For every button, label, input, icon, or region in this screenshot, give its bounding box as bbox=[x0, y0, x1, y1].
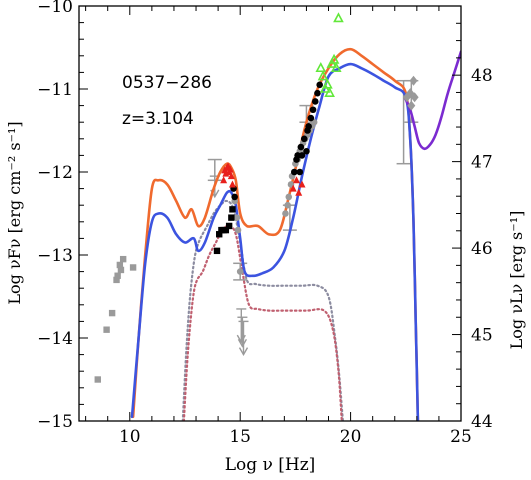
y-tick-label: −15 bbox=[37, 412, 73, 432]
data-point bbox=[227, 172, 235, 180]
data-point bbox=[300, 135, 308, 143]
data-point bbox=[315, 62, 327, 73]
upper-limit-arrowhead bbox=[238, 347, 249, 357]
y-tick-label: −11 bbox=[37, 80, 73, 100]
data-point bbox=[114, 272, 121, 279]
data-point bbox=[220, 176, 228, 184]
data-layer bbox=[94, 12, 461, 421]
data-point bbox=[284, 201, 291, 209]
y-axis-label-right: Log νLν [erg s⁻¹] bbox=[507, 211, 526, 350]
data-point bbox=[311, 98, 319, 105]
data-point bbox=[94, 376, 101, 383]
data-point bbox=[108, 309, 116, 317]
y-tick-label: −12 bbox=[37, 163, 73, 183]
data-point bbox=[297, 143, 305, 151]
data-point bbox=[295, 188, 303, 196]
annotation-redshift: z=3.104 bbox=[122, 109, 194, 129]
y-tick-label-right: 47 bbox=[471, 153, 493, 173]
data-point bbox=[298, 152, 306, 159]
model-sed-line bbox=[131, 47, 420, 421]
y-tick-label-right: 44 bbox=[471, 412, 493, 432]
data-point bbox=[309, 106, 317, 114]
data-point bbox=[314, 89, 321, 97]
data-point bbox=[292, 176, 300, 184]
data-point bbox=[290, 168, 298, 176]
data-point bbox=[213, 247, 221, 255]
data-point bbox=[330, 62, 342, 73]
data-point bbox=[322, 78, 333, 89]
data-point bbox=[316, 81, 323, 89]
model-sed-line bbox=[403, 50, 461, 151]
y-tick-label-right: 48 bbox=[471, 66, 493, 86]
y-tick-label: −10 bbox=[37, 0, 73, 17]
data-point bbox=[228, 214, 235, 221]
data-point bbox=[296, 168, 304, 176]
x-tick-label: 20 bbox=[340, 427, 362, 447]
data-point bbox=[305, 123, 312, 130]
data-point bbox=[222, 226, 230, 234]
model-component-dotted-line bbox=[182, 224, 343, 421]
data-point bbox=[113, 276, 120, 284]
data-point bbox=[103, 326, 110, 333]
model-sed-line bbox=[130, 62, 420, 421]
axes-layer: 10 15 20 25 −15 −14 −13 −12 −11 −10 44 45 46 47 48 bbox=[37, 0, 493, 447]
data-point bbox=[324, 86, 335, 97]
data-point bbox=[117, 266, 125, 274]
data-point bbox=[231, 193, 238, 201]
x-axis-label: Log ν [Hz] bbox=[225, 455, 316, 475]
data-point bbox=[119, 255, 127, 263]
y-tick-label: −13 bbox=[37, 246, 73, 266]
data-point bbox=[226, 165, 234, 173]
data-point bbox=[216, 231, 223, 238]
data-point bbox=[228, 180, 236, 188]
model-component-dotted-line bbox=[181, 199, 344, 421]
data-point bbox=[298, 180, 306, 188]
data-point bbox=[129, 264, 137, 271]
upper-limit-arrowhead bbox=[237, 338, 248, 348]
x-tick-label: 10 bbox=[119, 427, 141, 447]
data-point bbox=[236, 268, 244, 275]
data-point bbox=[233, 214, 241, 221]
y-tick-label-right: 46 bbox=[471, 239, 493, 259]
annotation-source: 0537−286 bbox=[122, 73, 212, 93]
data-point bbox=[307, 114, 315, 122]
x-tick-label: 15 bbox=[229, 427, 251, 447]
data-point bbox=[234, 226, 242, 234]
y-tick-label-right: 45 bbox=[471, 326, 493, 346]
x-tick-label: 25 bbox=[450, 427, 472, 447]
data-point bbox=[328, 53, 340, 64]
data-point bbox=[410, 92, 419, 103]
data-point bbox=[285, 193, 293, 201]
data-point bbox=[229, 206, 236, 213]
y-tick-label: −14 bbox=[37, 329, 73, 349]
y-axis-label-left: Log νFν [erg cm⁻² s⁻¹] bbox=[5, 121, 24, 304]
data-point bbox=[225, 222, 233, 230]
data-point bbox=[289, 184, 297, 192]
data-point bbox=[282, 210, 289, 217]
data-point bbox=[116, 261, 124, 269]
data-point bbox=[407, 100, 416, 111]
data-point bbox=[333, 12, 344, 23]
data-point bbox=[317, 70, 329, 81]
data-point bbox=[409, 75, 418, 86]
data-point bbox=[303, 147, 310, 155]
